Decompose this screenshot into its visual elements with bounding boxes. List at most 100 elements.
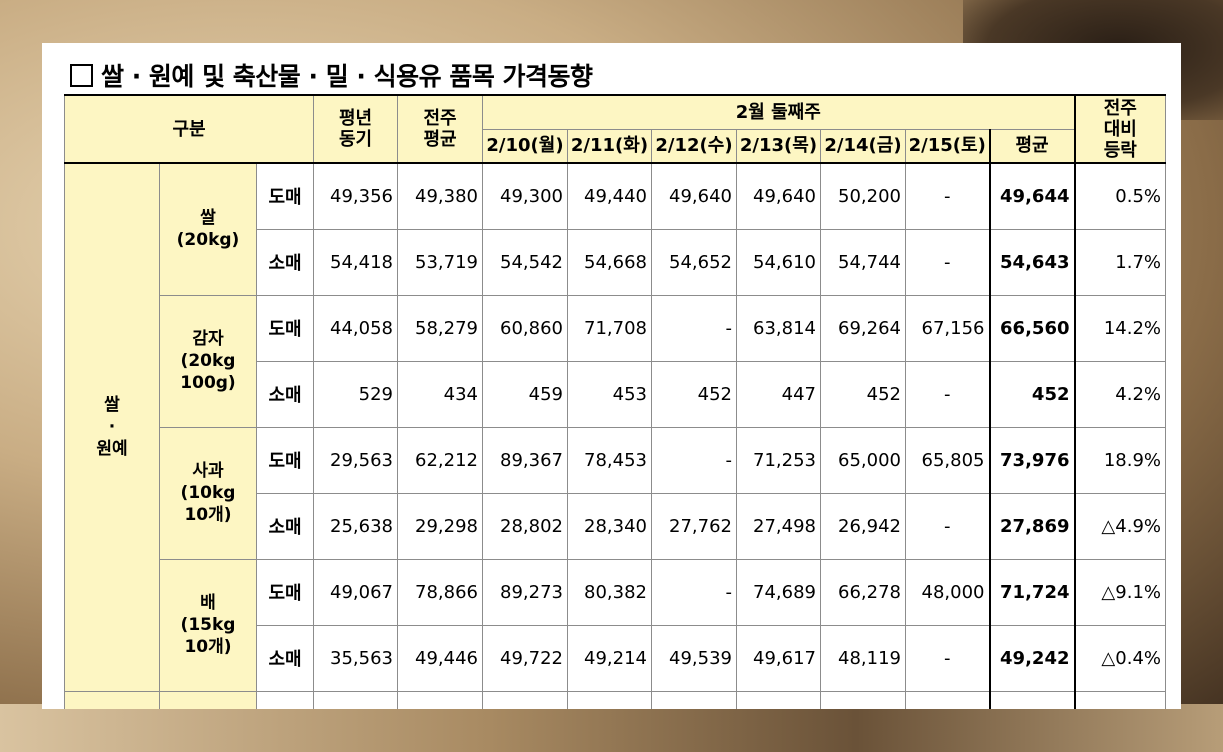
change-value: 14.2% bbox=[1074, 294, 1166, 362]
avg-value: 49,242 bbox=[988, 624, 1076, 692]
item-name-line: 감자 bbox=[192, 329, 224, 349]
change-value: 1.7% bbox=[1074, 228, 1166, 296]
avg-value: 49,644 bbox=[988, 162, 1076, 230]
item-name-line: (10kg bbox=[180, 483, 236, 503]
header-day: 2/10(월) bbox=[482, 128, 568, 164]
day-value: - bbox=[651, 558, 737, 626]
day-value: 60,860 bbox=[482, 294, 568, 362]
header-prev-week-line2: 평균 bbox=[423, 129, 457, 150]
avg-value: 66,560 bbox=[988, 294, 1076, 362]
prev-year-value: 54,418 bbox=[313, 228, 398, 296]
header-prev-year-line2: 동기 bbox=[338, 129, 373, 150]
page-title-text: 쌀 · 원예 및 축산물 · 밀 · 식용유 품목 가격동향 bbox=[101, 62, 593, 91]
day-value: 49,640 bbox=[736, 162, 821, 230]
empty-cell bbox=[397, 690, 483, 709]
item-name-line: 쌀 bbox=[200, 208, 216, 229]
prev-year-value: 49,067 bbox=[313, 558, 398, 626]
day-value: - bbox=[651, 426, 737, 494]
day-value: 49,440 bbox=[567, 162, 652, 230]
item-name-line: (20kg) bbox=[176, 230, 240, 251]
change-value: △4.9% bbox=[1074, 492, 1166, 560]
table-row: 소매 25,638 29,298 28,802 28,340 27,762 27… bbox=[65, 492, 1166, 560]
empty-cell bbox=[905, 690, 990, 709]
item-name: 배 (15kg 10개) bbox=[159, 558, 257, 692]
table-row: 감자 (20kg 100g) 도매 44,058 58,279 60,860 71,… bbox=[65, 294, 1166, 428]
day-value: 49,214 bbox=[567, 624, 652, 692]
day-value: 28,340 bbox=[567, 492, 652, 560]
header-category: 구분 bbox=[64, 94, 314, 164]
day-value: 28,802 bbox=[482, 492, 568, 560]
change-value: △0.4% bbox=[1074, 624, 1166, 692]
day-value: 65,805 bbox=[905, 426, 990, 494]
prev-week-value: 29,298 bbox=[397, 492, 483, 560]
day-value: 27,762 bbox=[651, 492, 737, 560]
prev-year-value: 35,563 bbox=[313, 624, 398, 692]
day-value: - bbox=[905, 162, 990, 230]
item-name-line: 배 bbox=[200, 593, 216, 613]
day-value: 71,253 bbox=[736, 426, 821, 494]
change-value: 18.9% bbox=[1074, 426, 1166, 494]
price-type: 도매 bbox=[256, 294, 314, 362]
table-row: 사과 (10kg 10개) 도매 29,563 62,212 89,367 78,4… bbox=[65, 426, 1166, 560]
table-row: 소매 35,563 49,446 49,722 49,214 49,539 49… bbox=[65, 624, 1166, 692]
day-value: 71,708 bbox=[567, 294, 652, 362]
day-value: 26,942 bbox=[820, 492, 906, 560]
day-value: 65,000 bbox=[820, 426, 906, 494]
day-value: 49,722 bbox=[482, 624, 568, 692]
price-type: 도매 bbox=[256, 162, 314, 230]
header-day: 2/12(수) bbox=[651, 128, 737, 164]
header-change-line3: 등락 bbox=[1103, 139, 1137, 161]
header-day: 2/14(금) bbox=[820, 128, 906, 164]
header-change-line2: 대비 bbox=[1103, 118, 1137, 140]
day-value: 74,689 bbox=[736, 558, 821, 626]
day-value: 69,264 bbox=[820, 294, 906, 362]
item-name-next bbox=[159, 690, 257, 709]
group-label-line: 원예 bbox=[96, 439, 128, 460]
day-value: 67,156 bbox=[905, 294, 990, 362]
empty-cell bbox=[1074, 690, 1166, 709]
checkbox-square-icon bbox=[70, 64, 93, 87]
day-value: 50,200 bbox=[820, 162, 906, 230]
day-value: 452 bbox=[651, 360, 737, 428]
avg-value: 27,869 bbox=[988, 492, 1076, 560]
day-value: 66,278 bbox=[820, 558, 906, 626]
day-value: 54,652 bbox=[651, 228, 737, 296]
group-label-line: · bbox=[108, 417, 116, 438]
day-value: 447 bbox=[736, 360, 821, 428]
day-value: 54,542 bbox=[482, 228, 568, 296]
day-value: 453 bbox=[567, 360, 652, 428]
prev-week-value: 78,866 bbox=[397, 558, 483, 626]
prev-week-value: 434 bbox=[397, 360, 483, 428]
prev-week-value: 53,719 bbox=[397, 228, 483, 296]
empty-cell bbox=[567, 690, 652, 709]
prev-year-value: 25,638 bbox=[313, 492, 398, 560]
day-value: 89,367 bbox=[482, 426, 568, 494]
header-week: 2월 둘째주 bbox=[482, 94, 1075, 130]
table-row: 쌀 · 원예 쌀 (20kg) 도매 49,356 49,380 49,300 49,… bbox=[64, 162, 1166, 692]
header-prev-year-line1: 평년 bbox=[338, 108, 373, 129]
day-value: - bbox=[905, 228, 990, 296]
day-value: - bbox=[905, 492, 990, 560]
prev-year-value: 29,563 bbox=[313, 426, 398, 494]
header-prev-week-line1: 전주 bbox=[423, 108, 457, 129]
header-day: 2/13(목) bbox=[736, 128, 821, 164]
item-name-line: 10개) bbox=[184, 505, 232, 525]
price-type: 소매 bbox=[256, 624, 314, 692]
avg-value: 54,643 bbox=[988, 228, 1076, 296]
table-row: 소매 54,418 53,719 54,542 54,668 54,652 54… bbox=[65, 228, 1166, 296]
change-value: 4.2% bbox=[1074, 360, 1166, 428]
day-value: 54,668 bbox=[567, 228, 652, 296]
item-name: 사과 (10kg 10개) bbox=[159, 426, 257, 560]
day-value: 54,610 bbox=[736, 228, 821, 296]
page-title: 쌀 · 원예 및 축산물 · 밀 · 식용유 품목 가격동향 bbox=[70, 57, 593, 93]
prev-year-value: 49,356 bbox=[313, 162, 398, 230]
price-report-sheet: 쌀 · 원예 및 축산물 · 밀 · 식용유 품목 가격동향 구분 평년 동기 전… bbox=[42, 43, 1181, 709]
empty-cell bbox=[482, 690, 568, 709]
day-value: 452 bbox=[820, 360, 906, 428]
day-value: 49,640 bbox=[651, 162, 737, 230]
header-day: 2/15(토) bbox=[905, 128, 990, 164]
day-value: 63,814 bbox=[736, 294, 821, 362]
item-name-line: (20kg bbox=[180, 351, 236, 371]
prev-week-value: 49,446 bbox=[397, 624, 483, 692]
prev-week-value: 62,212 bbox=[397, 426, 483, 494]
